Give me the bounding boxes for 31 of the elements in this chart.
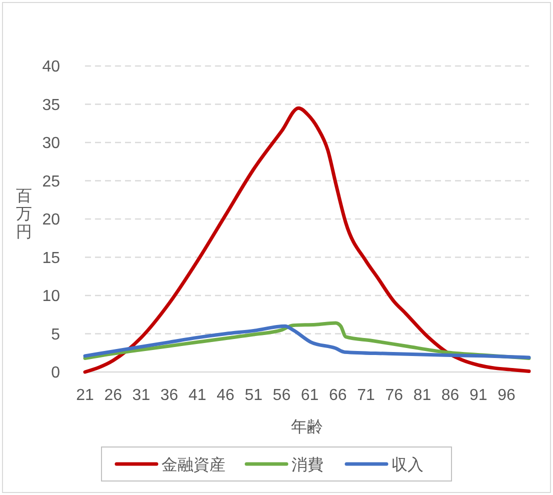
x-tick-label: 86 bbox=[441, 387, 460, 404]
y-tick-label: 5 bbox=[51, 326, 60, 344]
x-tick-label: 46 bbox=[216, 387, 235, 404]
x-tick-label: 61 bbox=[300, 387, 319, 404]
y-tick-label: 25 bbox=[42, 173, 60, 190]
x-tick-label: 51 bbox=[244, 387, 263, 404]
y-tick-label: 20 bbox=[42, 212, 60, 229]
y-tick-label: 30 bbox=[42, 135, 60, 152]
y-tick-label: 35 bbox=[42, 96, 60, 114]
x-tick-label: 56 bbox=[272, 387, 291, 404]
x-tick-label: 91 bbox=[470, 387, 488, 404]
x-tick-label: 96 bbox=[498, 387, 516, 404]
x-tick-label: 31 bbox=[132, 387, 150, 404]
x-axis-title: 年齢 bbox=[291, 418, 323, 436]
x-tick-label: 71 bbox=[357, 387, 376, 404]
y-tick-label: 10 bbox=[42, 288, 60, 306]
x-tick-label: 81 bbox=[413, 387, 432, 404]
line-series bbox=[83, 106, 531, 374]
x-tick-label: 41 bbox=[188, 387, 206, 404]
y-tick-label: 0 bbox=[51, 364, 60, 382]
y-axis-title: 百万円 bbox=[16, 188, 32, 241]
legend-label: 収入 bbox=[392, 456, 424, 474]
y-tick-label: 40 bbox=[42, 58, 60, 76]
x-tick-label: 36 bbox=[160, 387, 178, 404]
y-tick-label: 15 bbox=[42, 250, 60, 267]
legend-label: 消費 bbox=[292, 456, 324, 474]
x-tick-label: 66 bbox=[329, 387, 347, 404]
x-tick-label: 21 bbox=[76, 387, 94, 404]
x-tick-label: 26 bbox=[104, 387, 122, 404]
legend-label: 金融資産 bbox=[162, 456, 226, 474]
x-tick-label: 76 bbox=[385, 387, 404, 404]
